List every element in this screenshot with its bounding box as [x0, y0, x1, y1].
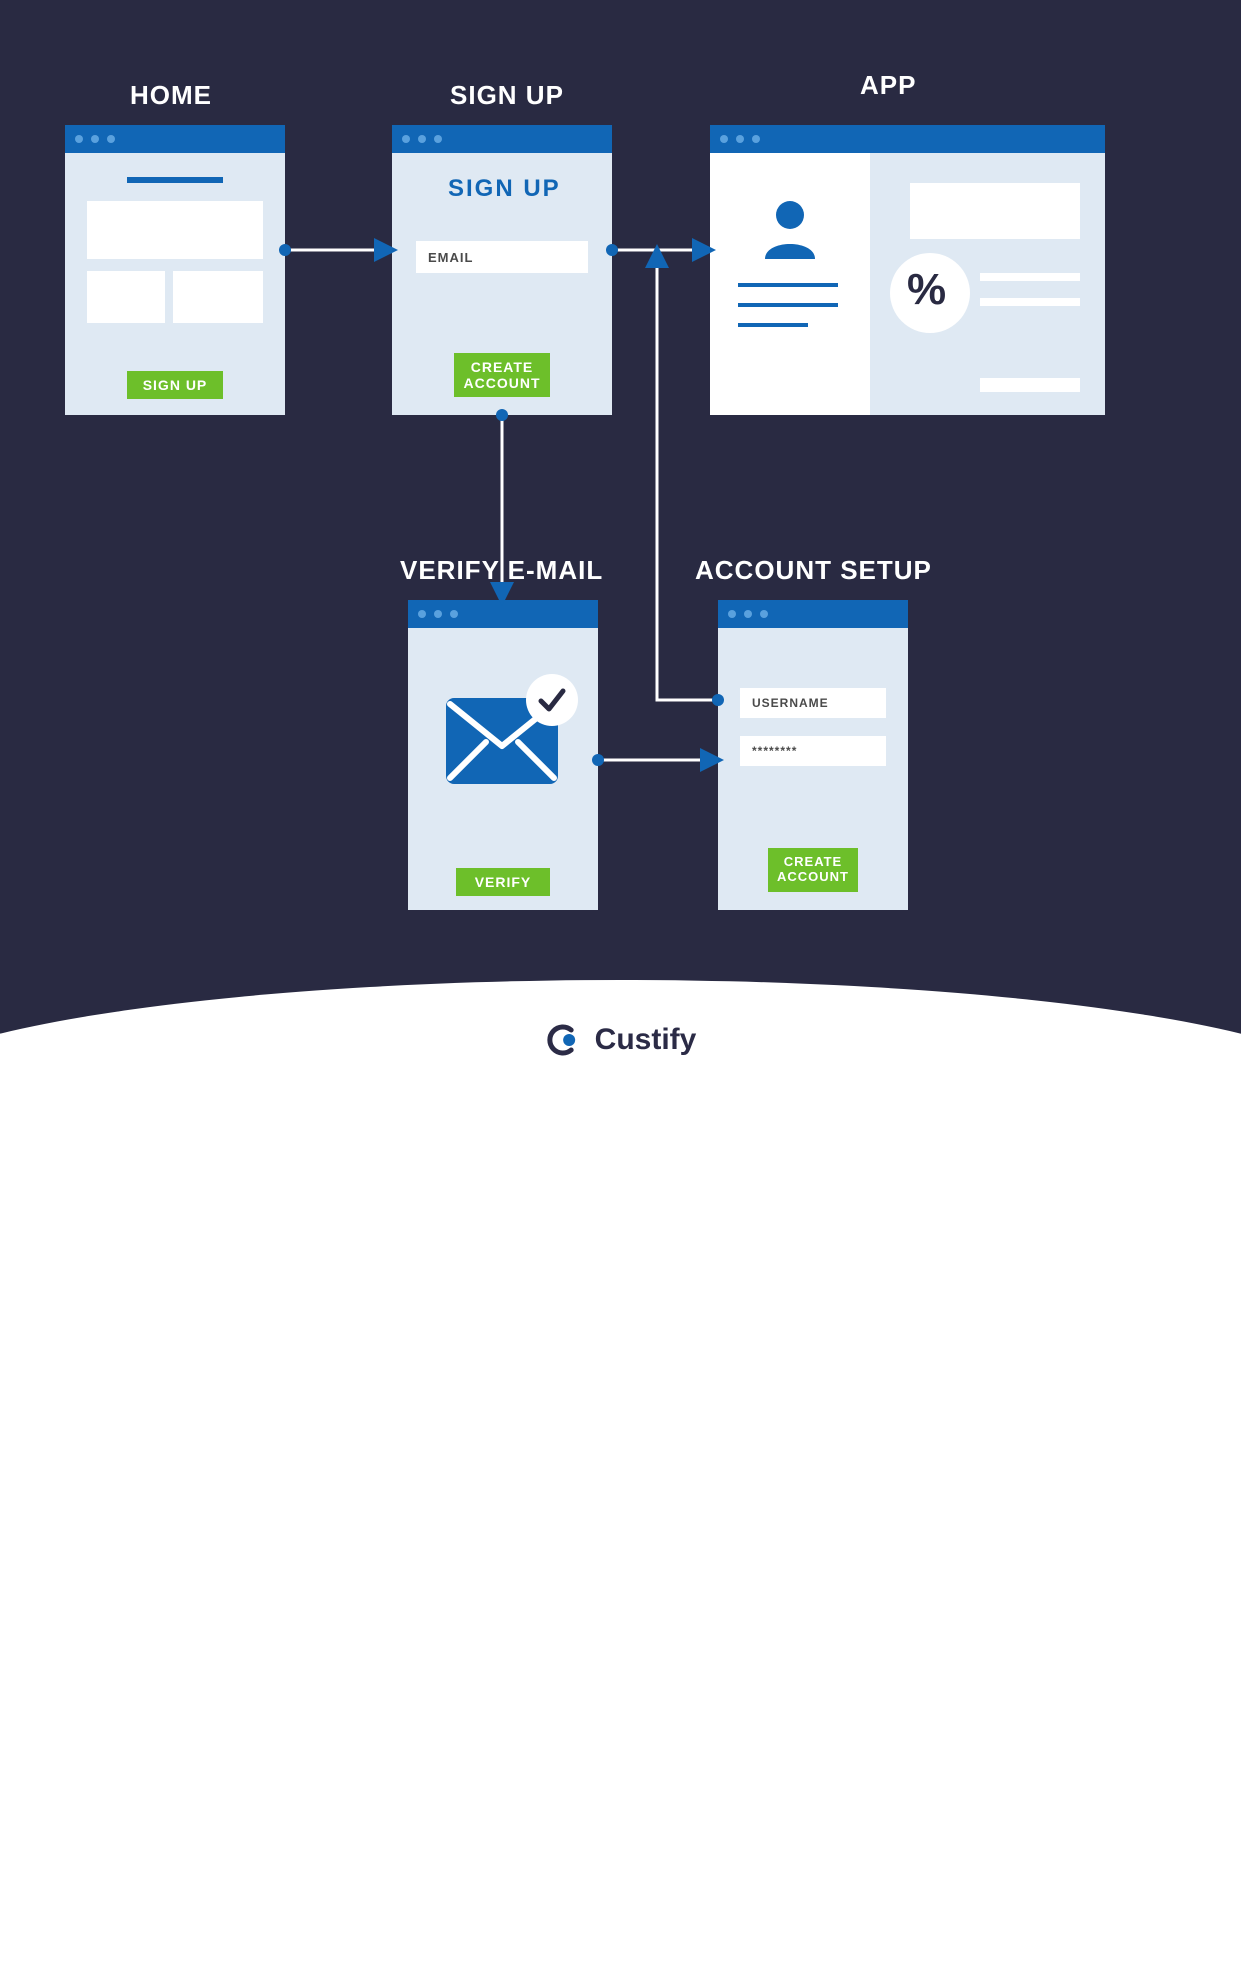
create-account-button[interactable]: CREATE ACCOUNT [768, 848, 858, 892]
percent-icon: % [907, 265, 946, 315]
window-dot-icon [418, 135, 426, 143]
footer-arc [0, 980, 1241, 1980]
window-titlebar [710, 125, 1105, 153]
setup-window: USERNAME ******** CREATE ACCOUNT [718, 600, 908, 910]
user-avatar-icon [755, 193, 825, 263]
text-line [980, 378, 1080, 392]
checkmark-icon [537, 685, 567, 715]
divider [127, 177, 223, 183]
window-dot-icon [402, 135, 410, 143]
text-line [738, 283, 838, 287]
signup-label: SIGN UP [450, 80, 564, 111]
verify-window: VERIFY [408, 600, 598, 910]
brand: Custify [545, 1022, 697, 1058]
brand-name: Custify [595, 1023, 697, 1057]
window-dot-icon [434, 135, 442, 143]
card-block [173, 271, 263, 323]
window-titlebar [65, 125, 285, 153]
window-titlebar [408, 600, 598, 628]
window-dot-icon [107, 135, 115, 143]
text-line [738, 303, 838, 307]
window-dot-icon [752, 135, 760, 143]
signup-title: SIGN UP [448, 175, 561, 203]
create-account-button[interactable]: CREATE ACCOUNT [454, 353, 550, 397]
window-dot-icon [91, 135, 99, 143]
stat-block [910, 183, 1080, 239]
window-dot-icon [744, 610, 752, 618]
window-dot-icon [728, 610, 736, 618]
window-titlebar [718, 600, 908, 628]
username-field[interactable]: USERNAME [740, 688, 886, 718]
signup-window: SIGN UP EMAIL CREATE ACCOUNT [392, 125, 612, 415]
window-dot-icon [720, 135, 728, 143]
diagram-stage: HOME SIGN UP SIGN UP SIGN UP EMAIL CREAT… [0, 0, 1241, 1080]
verify-button[interactable]: VERIFY [456, 868, 550, 896]
check-badge [526, 674, 578, 726]
home-label: HOME [130, 80, 212, 111]
signup-button[interactable]: SIGN UP [127, 371, 223, 399]
custify-logo-icon [545, 1022, 581, 1058]
app-label: APP [860, 70, 916, 101]
setup-label: ACCOUNT SETUP [695, 555, 932, 586]
hero-block [87, 201, 263, 259]
home-window: SIGN UP [65, 125, 285, 415]
card-block [87, 271, 165, 323]
window-dot-icon [418, 610, 426, 618]
text-line [738, 323, 808, 327]
text-line [980, 273, 1080, 281]
app-window: % [710, 125, 1105, 415]
window-titlebar [392, 125, 612, 153]
window-dot-icon [736, 135, 744, 143]
password-field[interactable]: ******** [740, 736, 886, 766]
window-dot-icon [75, 135, 83, 143]
email-field[interactable]: EMAIL [416, 241, 588, 273]
window-dot-icon [450, 610, 458, 618]
window-dot-icon [434, 610, 442, 618]
window-dot-icon [760, 610, 768, 618]
text-line [980, 298, 1080, 306]
verify-label: VERIFY E-MAIL [400, 555, 603, 586]
